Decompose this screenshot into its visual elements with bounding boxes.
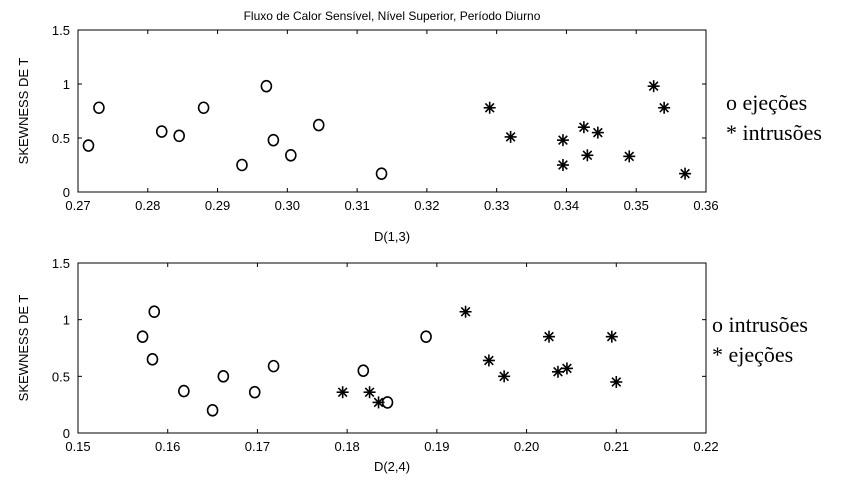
data-point-star — [658, 101, 671, 114]
data-point-circle — [155, 125, 168, 138]
series-star — [336, 305, 623, 409]
data-point-star — [336, 386, 349, 399]
data-point-circle — [312, 118, 325, 132]
data-point-circle — [420, 330, 432, 343]
y-tick-label: 1 — [63, 77, 70, 92]
data-point-star — [372, 396, 385, 409]
data-point-circle — [248, 385, 261, 399]
data-point-circle — [93, 101, 105, 115]
x-tick-label: 0.17 — [245, 439, 270, 454]
y-tick-label: 1.5 — [52, 256, 70, 271]
data-point-circle — [267, 133, 280, 147]
data-point-star — [581, 149, 594, 162]
data-point-circle — [375, 167, 388, 180]
legend-entry-circle: o intrusões — [712, 312, 808, 337]
series-circle — [136, 305, 432, 417]
data-point-circle — [136, 330, 149, 343]
data-point-star — [591, 126, 604, 139]
data-point-circle — [236, 158, 248, 172]
legend-top: o ejeções * intrusões — [726, 88, 822, 148]
data-point-star — [577, 121, 590, 134]
chart-title: Fluxo de Calor Sensível, Nível Superior,… — [244, 9, 541, 23]
x-tick-label: 0.29 — [205, 198, 230, 213]
x-tick-label: 0.18 — [334, 439, 359, 454]
data-point-circle — [206, 404, 219, 417]
plot-bottom: 0.15 0.16 0.17 0.18 0.19 0.20 0.21 0.22 0 0.5 1 1.5… — [16, 256, 719, 474]
y-tick-label: 0.5 — [52, 131, 70, 146]
x-tick-label: 0.20 — [514, 439, 539, 454]
legend-entry-star: * intrusões — [726, 120, 822, 145]
y-tick-label: 1 — [63, 313, 70, 328]
data-point-star — [483, 101, 496, 114]
x-tick-label: 0.27 — [65, 198, 90, 213]
x-tick-label: 0.28 — [135, 198, 160, 213]
x-tick-label: 0.32 — [414, 198, 439, 213]
data-point-star — [498, 370, 511, 383]
data-point-circle — [146, 353, 159, 366]
series-star — [483, 80, 692, 180]
data-point-circle — [267, 359, 280, 373]
data-point-star — [605, 330, 618, 343]
x-tick-label: 0.35 — [624, 198, 649, 213]
x-tick-label: 0.16 — [155, 439, 180, 454]
data-point-star — [556, 159, 569, 171]
axes-frame — [77, 262, 707, 434]
data-point-circle — [173, 129, 185, 143]
data-point-star — [623, 150, 636, 163]
data-point-star — [543, 330, 555, 343]
series-circle — [82, 79, 388, 180]
x-tick-label: 0.15 — [65, 439, 90, 454]
data-point-star — [560, 362, 573, 375]
y-tick-label: 0.5 — [52, 369, 70, 384]
data-point-circle — [148, 305, 161, 319]
data-point-star — [647, 80, 660, 93]
y-tick-label: 1.5 — [52, 23, 70, 38]
data-point-circle — [260, 79, 273, 93]
data-point-circle — [197, 101, 210, 115]
x-tick-label: 0.30 — [275, 198, 300, 213]
data-point-star — [482, 354, 495, 367]
y-axis-label: SKEWNESS DE T — [16, 58, 31, 165]
x-tick-label: 0.22 — [693, 439, 718, 454]
y-tick-label: 0 — [63, 185, 70, 200]
x-tick-label: 0.19 — [424, 439, 449, 454]
data-point-circle — [217, 370, 230, 383]
x-axis-label: D(2,4) — [374, 459, 410, 474]
x-tick-label: 0.33 — [484, 198, 509, 213]
data-point-star — [679, 167, 692, 180]
x-tick-label: 0.31 — [344, 198, 369, 213]
data-point-circle — [285, 148, 297, 162]
data-point-star — [556, 134, 569, 147]
x-tick-label: 0.36 — [693, 198, 718, 213]
data-point-star — [363, 386, 376, 399]
legend-entry-circle: o ejeções — [726, 90, 808, 115]
data-point-star — [459, 305, 472, 318]
legend-bottom: o intrusões * ejeções — [712, 310, 808, 370]
y-tick-label: 0 — [63, 426, 70, 441]
x-axis-label: D(1,3) — [374, 229, 410, 244]
data-point-star — [504, 130, 517, 143]
data-point-circle — [178, 384, 190, 398]
data-point-star — [551, 365, 564, 378]
y-axis-label: SKEWNESS DE T — [16, 295, 31, 402]
data-point-circle — [82, 139, 95, 152]
x-tick-label: 0.21 — [604, 439, 629, 454]
x-tick-label: 0.34 — [554, 198, 579, 213]
plot-top: Fluxo de Calor Sensível, Nível Superior,… — [16, 9, 719, 244]
legend-entry-star: * ejeções — [712, 342, 794, 367]
data-point-star — [610, 376, 623, 388]
data-point-circle — [357, 364, 370, 377]
axes-frame — [77, 29, 707, 193]
